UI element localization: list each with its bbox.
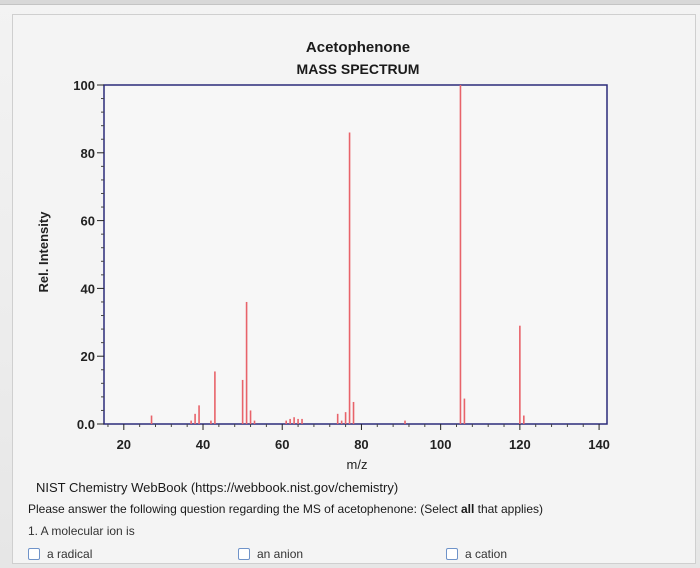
x-axis-label: m/z [347,457,368,472]
option-an-anion[interactable]: an anion [238,547,303,561]
x-tick-label: 20 [117,437,131,452]
source-note: NIST Chemistry WebBook (https://webbook.… [36,480,399,495]
x-tick-label: 120 [509,437,531,452]
y-tick-label: 40 [81,281,95,296]
checkbox-a-cation[interactable] [446,548,458,560]
option-a-radical[interactable]: a radical [28,547,92,561]
x-tick-label: 140 [588,437,610,452]
x-tick-label: 40 [196,437,210,452]
mass-spectrum-chart: Acetophenone MASS SPECTRUM 0.0 20 40 60 80 10… [36,39,610,472]
y-tick-label: 20 [81,349,95,364]
y-axis-label: Rel. Intensity [36,211,51,293]
prompt-text-after: that applies) [474,502,543,516]
question-item-1: 1. A molecular ion is [28,524,135,538]
y-tick-label: 80 [81,146,95,161]
chart-subtitle: MASS SPECTRUM [297,61,420,77]
checkbox-an-anion[interactable] [238,548,250,560]
y-tick-label: 100 [73,78,95,93]
y-tick-label: 60 [81,214,95,229]
x-tick-label: 60 [275,437,289,452]
x-tick-label: 100 [430,437,452,452]
plot-area: 0.0 20 40 60 80 100 20 40 60 80 100 120 140 [73,78,610,452]
x-tick-label: 80 [354,437,368,452]
chart-title: Acetophenone [306,39,410,56]
plot-frame [103,84,608,425]
option-label-a-cation: a cation [465,547,508,561]
question-prompt: Please answer the following question reg… [28,502,543,516]
option-label-a-radical: a radical [47,547,93,561]
option-label-an-anion: an anion [257,547,304,561]
checkbox-a-radical[interactable] [28,548,40,560]
option-a-cation[interactable]: a cation [446,547,507,561]
y-tick-label: 0.0 [77,417,95,432]
prompt-text-before: Please answer the following question reg… [28,502,461,516]
top-rule [0,0,700,5]
prompt-text-bold: all [460,502,475,516]
